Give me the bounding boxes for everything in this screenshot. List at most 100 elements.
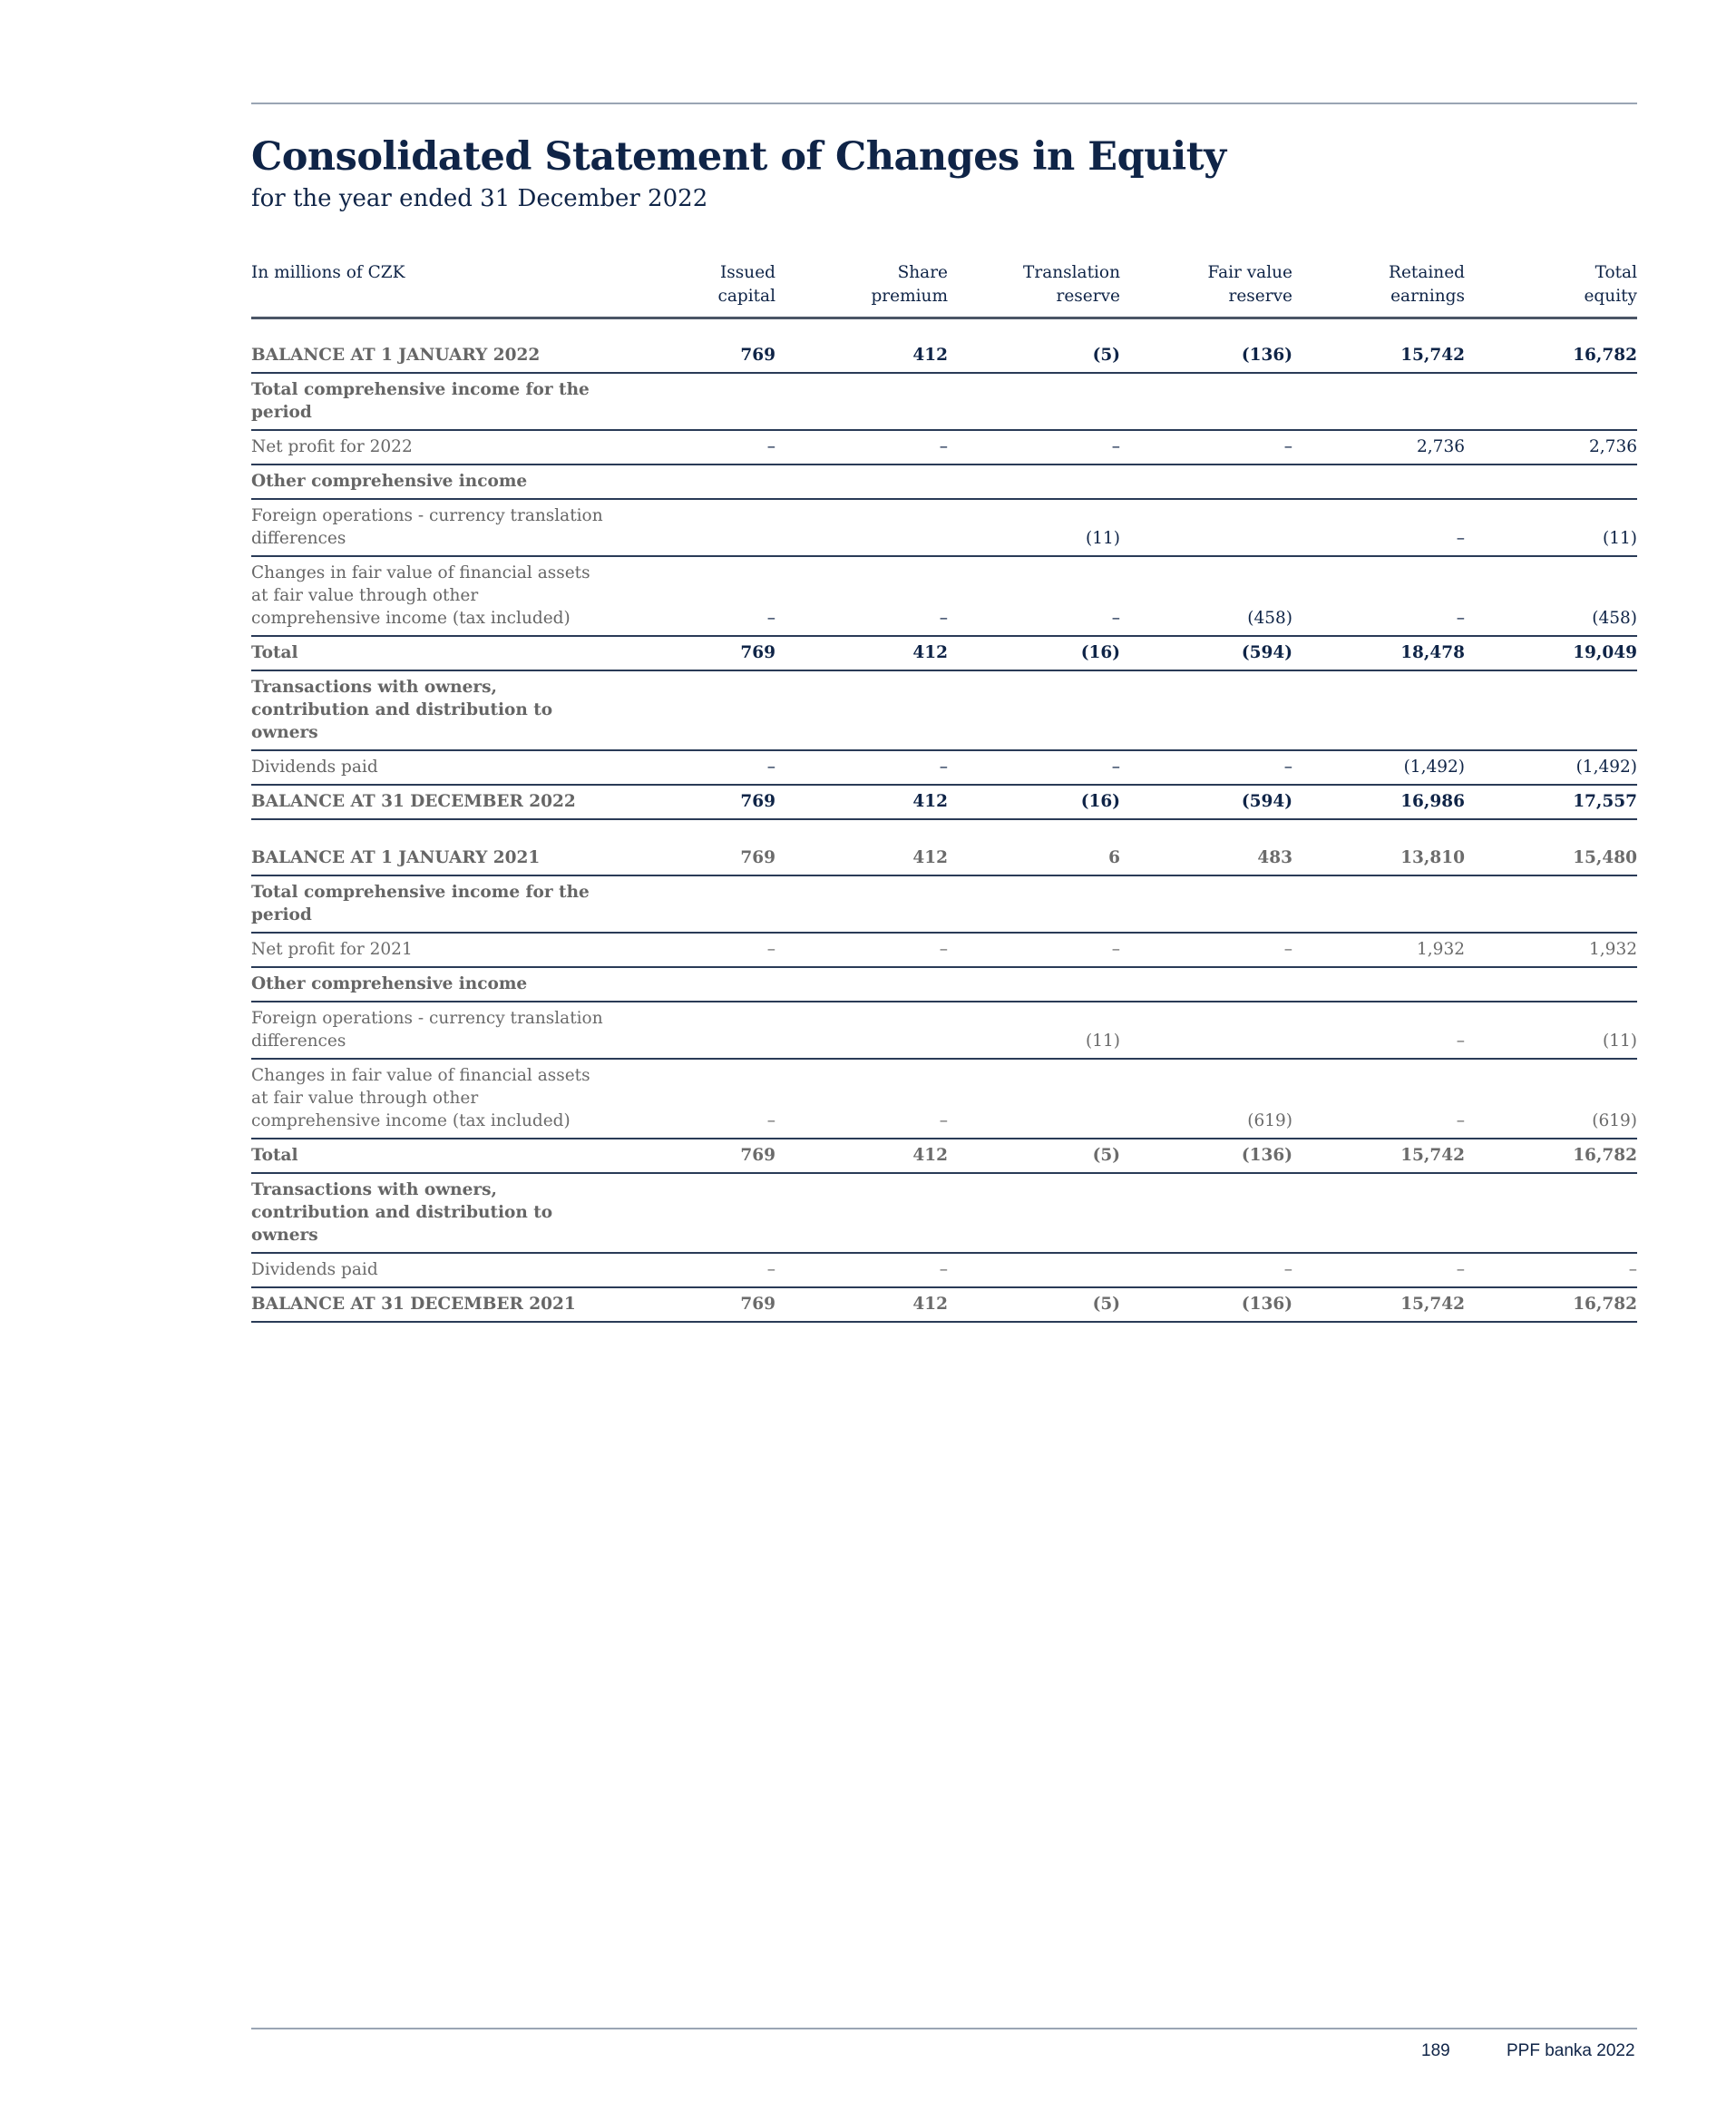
publication-name: PPF banka 2022 [1507, 2041, 1635, 2060]
row-label-cell: BALANCE AT 1 JANUARY 2022 [251, 339, 603, 374]
fair-value-reserve-cell: – [1120, 430, 1292, 465]
share-premium-cell: – [775, 1059, 948, 1139]
fair-value-reserve-cell [1120, 967, 1292, 1002]
table-row: Dividends paid – – – – (1,492) (1,492) [251, 750, 1637, 786]
total-equity-cell: – [1465, 1253, 1637, 1288]
table-header-row: In millions of CZK Issued capital Share … [251, 256, 1637, 319]
translation-reserve-cell [948, 464, 1120, 500]
bottom-divider [251, 2028, 1637, 2029]
table-row: Changes in fair value of financial asset… [251, 556, 1637, 637]
header-fair-value-reserve: Fair value reserve [1120, 256, 1292, 319]
share-premium-cell [775, 967, 948, 1002]
share-premium-cell: 412 [775, 339, 948, 374]
share-premium-cell: – [775, 933, 948, 968]
retained-earnings-cell [1292, 967, 1465, 1002]
total-equity-cell: (458) [1465, 556, 1637, 637]
row-label-cell: Transactions with owners, contribution a… [251, 670, 603, 751]
total-equity-cell: (619) [1465, 1059, 1637, 1139]
row-label-cell: Transactions with owners, contribution a… [251, 1173, 603, 1254]
total-equity-cell: 2,736 [1465, 430, 1637, 465]
fair-value-reserve-cell [1120, 499, 1292, 557]
translation-reserve-cell: (16) [948, 785, 1120, 820]
row-label-cell: Other comprehensive income [251, 464, 603, 500]
retained-earnings-cell [1292, 1173, 1465, 1254]
fair-value-reserve-cell: (136) [1120, 1287, 1292, 1323]
retained-earnings-cell: 15,742 [1292, 1139, 1465, 1174]
translation-reserve-cell [948, 1253, 1120, 1288]
share-premium-cell [775, 875, 948, 934]
share-premium-cell [775, 464, 948, 500]
share-premium-cell: 412 [775, 1287, 948, 1323]
table-row: Total comprehensive income for the perio… [251, 373, 1637, 431]
fair-value-reserve-cell [1120, 670, 1292, 751]
fair-value-reserve-cell [1120, 464, 1292, 500]
header-share-premium: Share premium [775, 256, 948, 319]
row-label-cell: Net profit for 2021 [251, 933, 603, 968]
retained-earnings-cell: – [1292, 499, 1465, 557]
table-row: Total comprehensive income for the perio… [251, 875, 1637, 934]
table-body: BALANCE AT 1 JANUARY 2022 769 412 (5) (136) 1… [251, 318, 1637, 1323]
row-label-cell: BALANCE AT 31 DECEMBER 2022 [251, 785, 603, 820]
retained-earnings-cell: 1,932 [1292, 933, 1465, 968]
issued-capital-cell [603, 967, 775, 1002]
issued-capital-cell [603, 670, 775, 751]
header-translation-reserve: Translation reserve [948, 256, 1120, 319]
translation-reserve-cell [948, 1059, 1120, 1139]
retained-earnings-cell: – [1292, 1002, 1465, 1060]
issued-capital-cell: – [603, 933, 775, 968]
table-row: Total 769 412 (16) (594) 18,478 19,049 [251, 636, 1637, 671]
translation-reserve-cell [948, 967, 1120, 1002]
header-retained-earnings: Retained earnings [1292, 256, 1465, 319]
fair-value-reserve-cell [1120, 373, 1292, 431]
retained-earnings-cell [1292, 875, 1465, 934]
total-equity-cell [1465, 464, 1637, 500]
fair-value-reserve-cell: (594) [1120, 636, 1292, 671]
row-label-cell: Total comprehensive income for the perio… [251, 373, 603, 431]
retained-earnings-cell: – [1292, 1253, 1465, 1288]
page-subtitle: for the year ended 31 December 2022 [251, 185, 708, 212]
fair-value-reserve-cell: – [1120, 933, 1292, 968]
table-row: BALANCE AT 31 DECEMBER 2021 769 412 (5) (136… [251, 1287, 1637, 1323]
row-label-cell: BALANCE AT 1 JANUARY 2021 [251, 842, 603, 876]
issued-capital-cell [603, 373, 775, 431]
row-label-cell: Total [251, 1139, 603, 1174]
translation-reserve-cell: (11) [948, 499, 1120, 557]
row-label-cell: Foreign operations - currency translatio… [251, 1002, 603, 1060]
fair-value-reserve-cell: (136) [1120, 339, 1292, 374]
page-title: Consolidated Statement of Changes in Equ… [251, 134, 1226, 180]
table-row: Transactions with owners, contribution a… [251, 1173, 1637, 1254]
retained-earnings-cell: 18,478 [1292, 636, 1465, 671]
share-premium-cell [775, 373, 948, 431]
table-row: Other comprehensive income [251, 464, 1637, 500]
issued-capital-cell [603, 1002, 775, 1060]
share-premium-cell [775, 1173, 948, 1254]
fair-value-reserve-cell [1120, 1173, 1292, 1254]
total-equity-cell [1465, 373, 1637, 431]
retained-earnings-cell: – [1292, 1059, 1465, 1139]
total-equity-cell: 15,480 [1465, 842, 1637, 876]
table-row: Net profit for 2021– – – –1,932 1,932 [251, 933, 1637, 968]
translation-reserve-cell [948, 875, 1120, 934]
issued-capital-cell: 769 [603, 1287, 775, 1323]
translation-reserve-cell: (16) [948, 636, 1120, 671]
total-equity-cell: (11) [1465, 499, 1637, 557]
retained-earnings-cell [1292, 670, 1465, 751]
fair-value-reserve-cell: (458) [1120, 556, 1292, 637]
translation-reserve-cell [948, 1173, 1120, 1254]
translation-reserve-cell: – [948, 750, 1120, 786]
retained-earnings-cell: 15,742 [1292, 1287, 1465, 1323]
fair-value-reserve-cell: – [1120, 750, 1292, 786]
issued-capital-cell: 769 [603, 339, 775, 374]
total-equity-cell [1465, 670, 1637, 751]
table-row: Total 769 412 (5) (136) 15,742 16,782 [251, 1139, 1637, 1174]
translation-reserve-cell [948, 373, 1120, 431]
row-label-cell: BALANCE AT 31 DECEMBER 2021 [251, 1287, 603, 1323]
total-equity-cell [1465, 1173, 1637, 1254]
translation-reserve-cell: (11) [948, 1002, 1120, 1060]
fair-value-reserve-cell: 483 [1120, 842, 1292, 876]
top-divider [251, 103, 1637, 104]
table-row: BALANCE AT 1 JANUARY 2021 769 412 6 483 13,81… [251, 842, 1637, 876]
table-row: Other comprehensive income [251, 967, 1637, 1002]
total-equity-cell: 19,049 [1465, 636, 1637, 671]
retained-earnings-cell: – [1292, 556, 1465, 637]
